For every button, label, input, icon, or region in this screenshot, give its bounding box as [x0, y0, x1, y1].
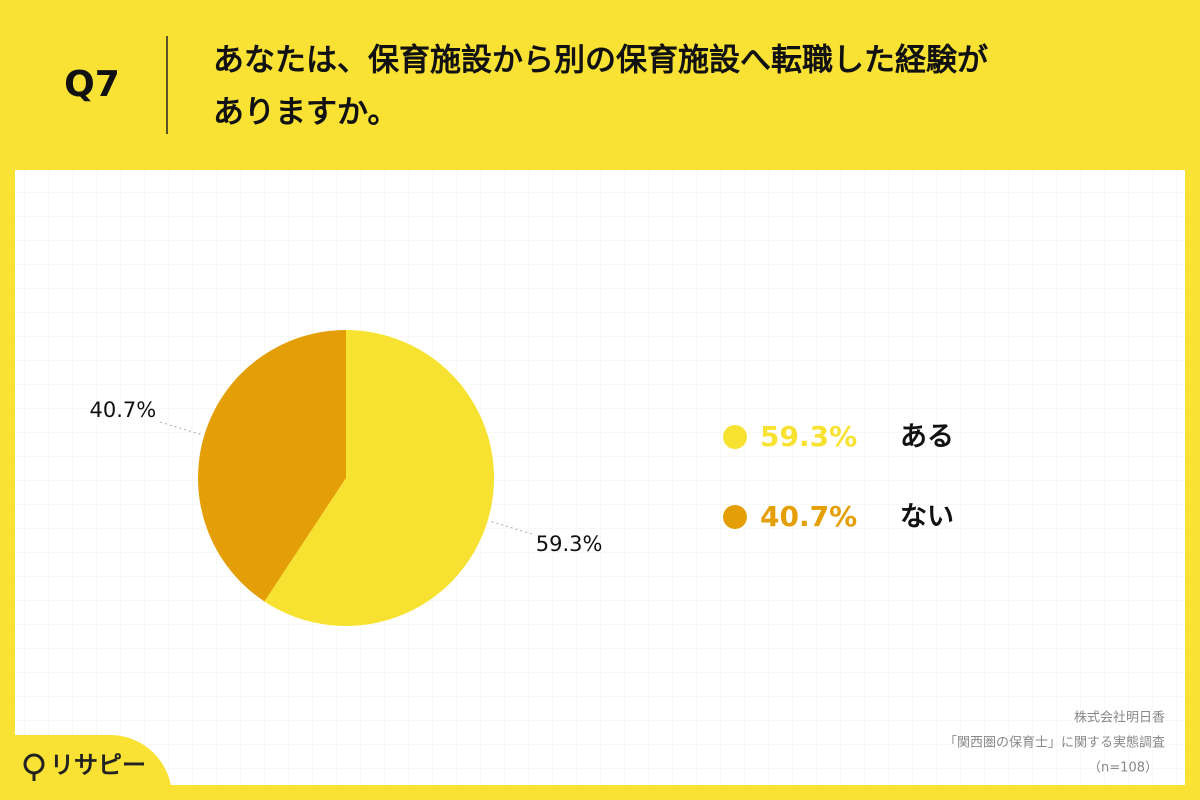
logo-badge: [0, 735, 172, 800]
title-line: あなたは、保育施設から別の保育施設へ転職した経験が: [213, 43, 988, 79]
data-label: 40.7%: [90, 398, 157, 422]
legend-value: 40.7%: [760, 500, 857, 533]
source: 株式会社明日香: [1074, 710, 1165, 726]
legend-label: ない: [900, 502, 954, 533]
brand: リサピー: [50, 751, 146, 779]
source: （n=108）: [1088, 761, 1158, 776]
legend-marker: [723, 505, 747, 529]
question-number: Q7: [64, 64, 120, 105]
panel-grid: [15, 170, 1185, 785]
legend-marker: [723, 425, 747, 449]
source: 「関西圏の保育士」に関する実態調査: [944, 735, 1165, 751]
legend-label: ある: [900, 422, 954, 453]
leader-line: [491, 521, 534, 535]
title-line: ありますか。: [213, 95, 398, 131]
legend-value: 59.3%: [760, 420, 857, 453]
data-label: 59.3%: [536, 532, 603, 556]
leader-line: [158, 421, 201, 435]
pie-slice: [264, 330, 495, 626]
pie-slice: [198, 330, 346, 602]
